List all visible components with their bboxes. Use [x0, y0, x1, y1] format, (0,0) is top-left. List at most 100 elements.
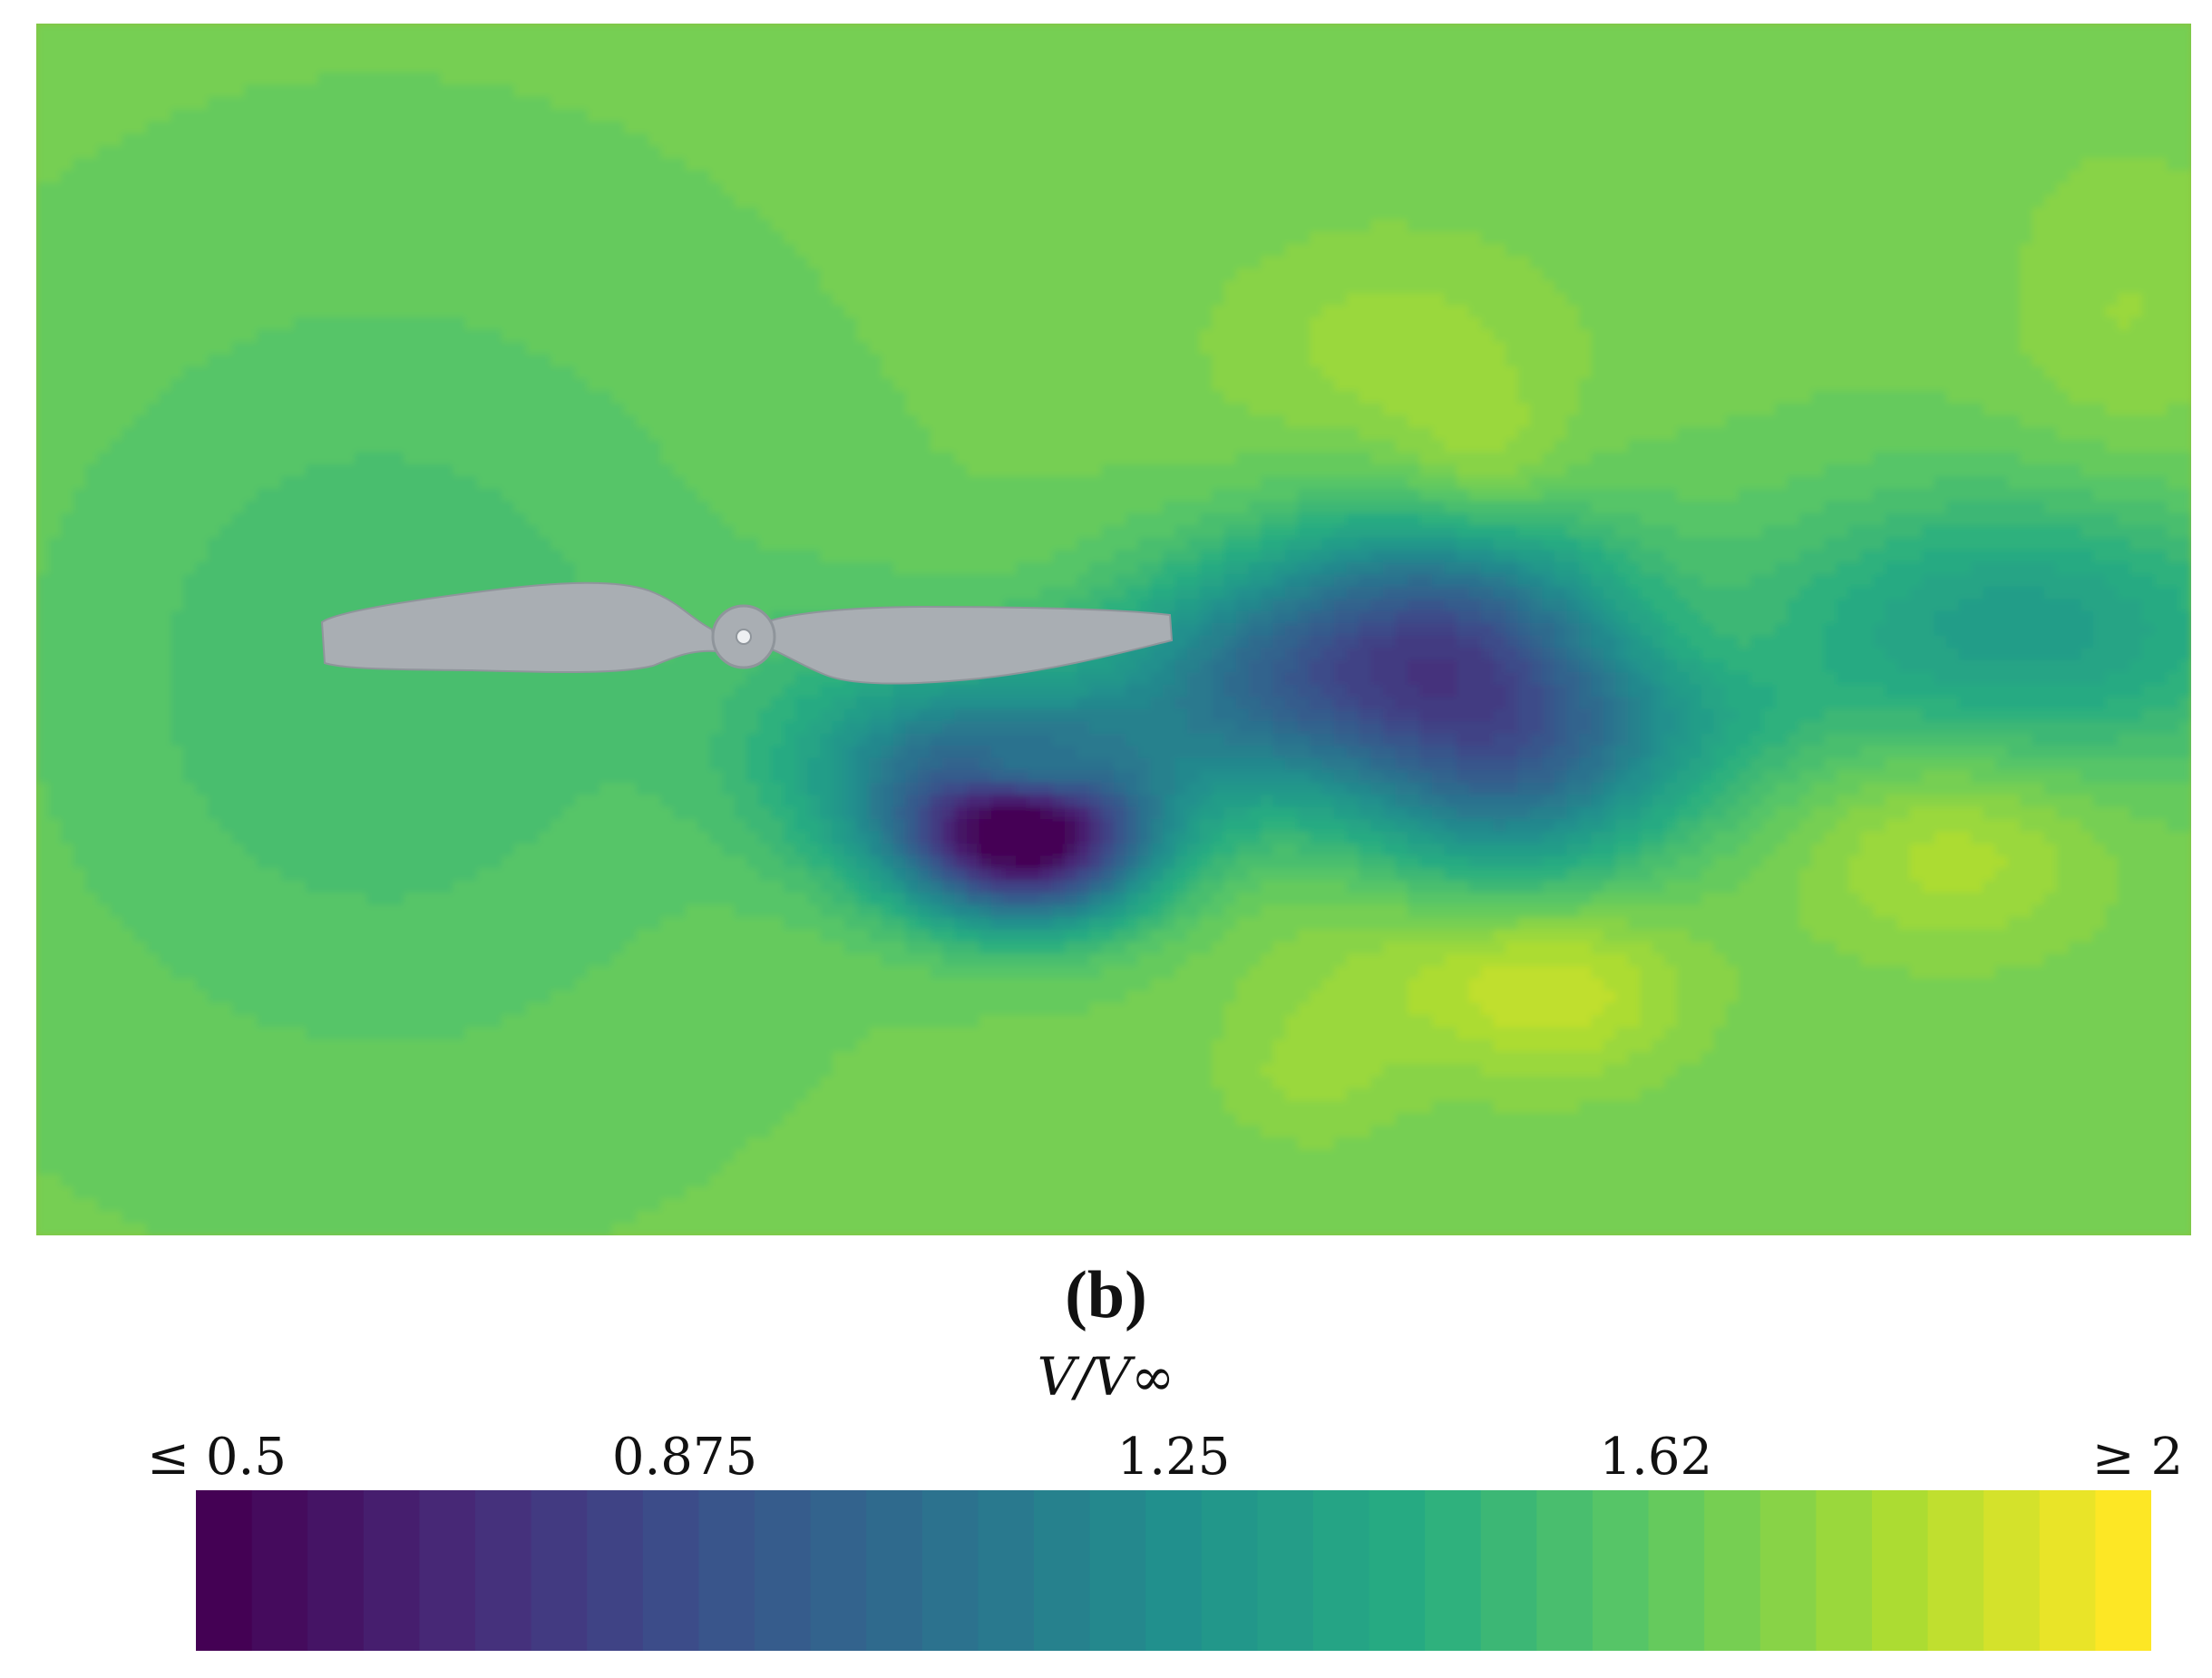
contour-cell: [183, 366, 197, 380]
contour-cell: [1664, 170, 1678, 184]
contour-cell: [464, 72, 478, 86]
contour-cell: [1591, 47, 1604, 62]
contour-cell: [1689, 158, 1702, 171]
contour-cell: [1236, 194, 1250, 209]
contour-cell: [942, 194, 956, 209]
contour-cell: [61, 292, 74, 307]
contour-cell: [1028, 182, 1041, 196]
contour-cell: [1726, 317, 1739, 331]
contour-cell: [1909, 329, 1923, 343]
contour-cell: [709, 366, 723, 380]
contour-cell: [330, 158, 344, 171]
contour-cell: [2129, 35, 2143, 49]
contour-cell: [1444, 305, 1457, 318]
contour-cell: [967, 194, 980, 209]
contour-cell: [293, 207, 307, 220]
contour-cell: [807, 24, 821, 37]
contour-cell: [881, 231, 894, 245]
contour-cell: [1223, 158, 1237, 171]
contour-cell: [1065, 145, 1078, 160]
contour-cell: [1652, 243, 1666, 258]
contour-cell: [502, 133, 515, 147]
contour-cell: [1836, 280, 1849, 294]
contour-cell: [2044, 47, 2058, 62]
contour-cell: [1762, 354, 1776, 367]
contour-cell: [1089, 72, 1103, 86]
contour-cell: [1114, 170, 1127, 184]
contour-cell: [575, 47, 589, 62]
contour-cell: [2007, 72, 2021, 86]
contour-cell: [110, 341, 123, 356]
contour-cell: [551, 109, 564, 122]
contour-cell: [1506, 280, 1519, 294]
contour-cell: [673, 158, 687, 171]
contour-cell: [1212, 96, 1225, 111]
contour-cell: [1138, 305, 1152, 318]
contour-cell: [1174, 243, 1188, 258]
contour-cell: [2129, 133, 2143, 147]
contour-cell: [599, 133, 613, 147]
contour-cell: [1995, 24, 2009, 37]
contour-cell: [807, 158, 821, 171]
contour-cell: [1738, 84, 1751, 98]
contour-cell: [1787, 72, 1800, 86]
contour-cell: [930, 256, 943, 269]
contour-cell: [489, 256, 502, 269]
contour-cell: [183, 354, 197, 367]
contour-cell: [869, 72, 882, 86]
contour-cell: [208, 231, 221, 245]
contour-cell: [820, 170, 833, 184]
contour-cell: [1799, 207, 1813, 220]
contour-cell: [73, 170, 86, 184]
contour-cell: [379, 305, 393, 318]
contour-cell: [1922, 84, 1935, 98]
contour-cell: [2069, 158, 2082, 171]
contour-cell: [1359, 109, 1372, 122]
contour-cell: [624, 145, 638, 160]
contour-cell: [1799, 329, 1813, 343]
contour-cell: [1836, 317, 1849, 331]
contour-cell: [1726, 170, 1739, 184]
contour-cell: [1591, 60, 1604, 73]
contour-cell: [1101, 121, 1115, 135]
contour-cell: [1530, 158, 1544, 171]
contour-cell: [1321, 121, 1335, 135]
contour-cell: [1530, 96, 1544, 111]
contour-cell: [1664, 243, 1678, 258]
contour-cell: [1174, 84, 1188, 98]
contour-cell: [1787, 231, 1800, 245]
contour-cell: [1750, 72, 1764, 86]
contour-cell: [2069, 133, 2082, 147]
contour-cell: [489, 96, 502, 111]
contour-cell: [1554, 24, 1568, 37]
contour-cell: [2154, 207, 2168, 220]
contour-cell: [355, 133, 368, 147]
contour-cell: [1530, 121, 1544, 135]
contour-cell: [36, 329, 50, 343]
contour-cell: [1530, 292, 1544, 307]
contour-cell: [771, 109, 784, 122]
contour-cell: [1174, 256, 1188, 269]
contour-cell: [1187, 158, 1201, 171]
contour-cell: [844, 60, 858, 73]
contour-cell: [1615, 341, 1629, 356]
contour-cell: [1346, 24, 1359, 37]
contour-cell: [1506, 182, 1519, 196]
contour-cell: [1664, 109, 1678, 122]
contour-cell: [1212, 133, 1225, 147]
contour-cell: [1579, 47, 1593, 62]
contour-cell: [1028, 207, 1041, 220]
contour-cell: [293, 182, 307, 196]
contour-cell: [697, 317, 711, 331]
contour-cell: [366, 35, 380, 49]
contour-cell: [257, 109, 270, 122]
contour-cell: [1958, 96, 1972, 111]
contour-cell: [1848, 305, 1862, 318]
contour-cell: [648, 35, 662, 49]
contour-cell: [562, 47, 576, 62]
contour-cell: [1114, 207, 1127, 220]
contour-cell: [415, 341, 429, 356]
contour-cell: [869, 170, 882, 184]
contour-cell: [1701, 292, 1715, 307]
contour-cell: [2154, 182, 2168, 196]
